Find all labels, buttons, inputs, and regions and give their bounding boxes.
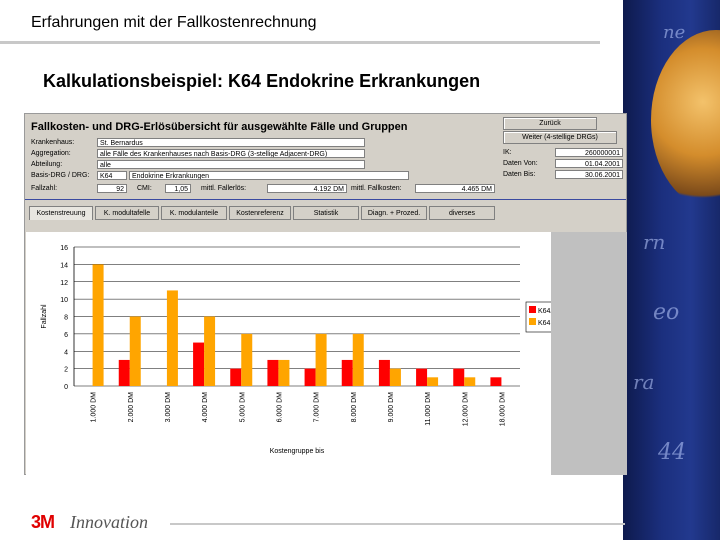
x-axis-title: Kostengruppe bis — [270, 448, 325, 455]
deco-text: eo — [653, 300, 680, 325]
x-tick-label: 1.000 DM — [91, 392, 98, 423]
bar-k64a — [304, 368, 316, 386]
y-tick-label: 4 — [64, 349, 68, 356]
bar-k64a — [267, 359, 279, 386]
bar-k64b — [352, 333, 364, 386]
bar-k64b — [129, 316, 141, 386]
bar-k64b — [166, 290, 178, 386]
deco-text: ne — [663, 22, 686, 43]
fallzahl-label: Fallzahl: — [31, 185, 58, 192]
abteilung-field[interactable]: alle — [97, 160, 365, 169]
krankenhaus-field[interactable]: St. Bernardus — [97, 138, 365, 147]
next-button[interactable]: Weiter (4-stellige DRGs) — [503, 131, 617, 144]
ik-label: IK: — [503, 149, 512, 156]
legend-label: K64A — [538, 308, 551, 315]
deco-text: rn — [643, 230, 666, 254]
mittl-fallkosten-field[interactable]: 4.465 DM — [415, 184, 495, 193]
bar-k64b — [389, 368, 401, 386]
tab-k-modulanteile[interactable]: K. modulanteile — [161, 206, 227, 220]
bar-chart: 0 2 4 6 8 10 12 14 16 1.000 DM 2.000 DM 3.000 DM 4.0… — [41, 245, 551, 455]
y-tick-label: 0 — [64, 384, 68, 391]
globe-image — [651, 30, 720, 210]
decorative-globe-strip: ne rn eo ra 44 — [623, 0, 720, 540]
tab-kostenstreuung[interactable]: Kostenstreuung — [29, 206, 93, 220]
datum-von-label: Daten Von: — [503, 160, 538, 167]
basis-drg-name-field[interactable]: Endokrine Erkrankungen — [129, 171, 409, 180]
x-tick-label: 18.000 DM — [499, 392, 506, 426]
aggregation-field[interactable]: alle Fälle des Krankenhauses nach Basis-… — [97, 149, 365, 158]
datum-bis-label: Daten Bis: — [503, 171, 536, 178]
back-button[interactable]: Zurück — [503, 117, 597, 130]
title-divider — [0, 41, 600, 44]
bar-k64a — [490, 377, 502, 386]
app-window: Fallkosten- und DRG-Erlösübersicht für a… — [24, 113, 627, 475]
chart-panel: 0 2 4 6 8 10 12 14 16 1.000 DM 2.000 DM 3.000 DM 4.0… — [26, 232, 627, 475]
legend-label: K64B — [538, 320, 551, 327]
basis-drg-code-field[interactable]: K64 — [97, 171, 127, 180]
x-tick-label: 12.000 DM — [462, 392, 469, 426]
mittl-fallerloes-label: mittl. Fallerlös: — [201, 185, 247, 192]
y-tick-label: 12 — [60, 280, 68, 287]
ik-field[interactable]: 260000001 — [555, 148, 623, 157]
mittl-fallkosten-label: mittl. Fallkosten: — [351, 185, 402, 192]
y-tick-label: 10 — [60, 297, 68, 304]
aggregation-label: Aggregation: — [31, 150, 71, 157]
y-tick-label: 6 — [64, 332, 68, 339]
bar-k64b — [278, 359, 290, 386]
x-tick-label: 4.000 DM — [202, 392, 209, 423]
tab-diagn-prozed[interactable]: Diagn. + Prozed. — [361, 206, 427, 220]
bar-k64b — [427, 377, 439, 386]
bar-k64b — [92, 264, 104, 386]
mittl-fallerloes-field[interactable]: 4.192 DM — [267, 184, 347, 193]
x-tick-label: 6.000 DM — [276, 392, 283, 423]
cmi-label: CMI: — [137, 185, 152, 192]
x-tick-label: 5.000 DM — [239, 392, 246, 423]
bar-k64a — [230, 368, 242, 386]
tab-diverses[interactable]: diverses — [429, 206, 495, 220]
window-title: Fallkosten- und DRG-Erlösübersicht für a… — [31, 121, 408, 133]
y-axis-title: Fallzahl — [41, 304, 48, 329]
krankenhaus-label: Krankenhaus: — [31, 139, 75, 146]
deco-text: 44 — [658, 440, 686, 465]
legend-swatch — [529, 306, 536, 313]
bar-k64a — [453, 368, 465, 386]
tab-kostenreferenz[interactable]: Kostenreferenz — [229, 206, 291, 220]
x-tick-label: 3.000 DM — [165, 392, 172, 423]
3m-logo: 3M — [31, 512, 55, 532]
y-tick-label: 16 — [60, 245, 68, 252]
y-tick-label: 14 — [60, 262, 68, 269]
x-tick-label: 11.000 DM — [425, 392, 432, 426]
bar-k64a — [118, 359, 130, 386]
x-tick-label: 8.000 DM — [351, 392, 358, 423]
tab-statistik[interactable]: Statistik — [293, 206, 359, 220]
fallzahl-field[interactable]: 92 — [97, 184, 127, 193]
slide-title: Erfahrungen mit der Fallkostenrechnung — [31, 14, 317, 31]
bar-k64a — [193, 342, 205, 386]
basis-drg-label: Basis-DRG / DRG: — [31, 172, 90, 179]
bar-k64a — [341, 359, 353, 386]
slide-subtitle: Kalkulationsbeispiel: K64 Endokrine Erkr… — [43, 71, 481, 91]
abteilung-label: Abteilung: — [31, 161, 63, 168]
x-tick-label: 2.000 DM — [128, 392, 135, 423]
bar-k64b — [204, 316, 216, 386]
legend-swatch — [529, 318, 536, 325]
datum-von-field[interactable]: 01.04.2001 — [555, 159, 623, 168]
footer-divider — [170, 523, 625, 525]
chart-canvas: 0 2 4 6 8 10 12 14 16 1.000 DM 2.000 DM 3.000 DM 4.0… — [26, 232, 551, 475]
header-separator — [25, 199, 626, 200]
x-tick-label: 7.000 DM — [314, 392, 321, 423]
bar-k64a — [416, 368, 428, 386]
x-tick-label: 9.000 DM — [388, 392, 395, 423]
tab-k-modultafelle[interactable]: K. modultafelle — [95, 206, 159, 220]
bar-k64a — [378, 359, 390, 386]
y-tick-label: 2 — [64, 367, 68, 374]
bar-k64b — [315, 333, 327, 386]
cmi-field[interactable]: 1,05 — [165, 184, 191, 193]
innovation-wordmark: Innovation — [70, 512, 148, 532]
deco-text: ra — [633, 370, 655, 394]
bar-k64b — [241, 333, 253, 386]
y-tick-label: 8 — [64, 315, 68, 322]
bar-k64b — [464, 377, 476, 386]
datum-bis-field[interactable]: 30.06.2001 — [555, 170, 623, 179]
